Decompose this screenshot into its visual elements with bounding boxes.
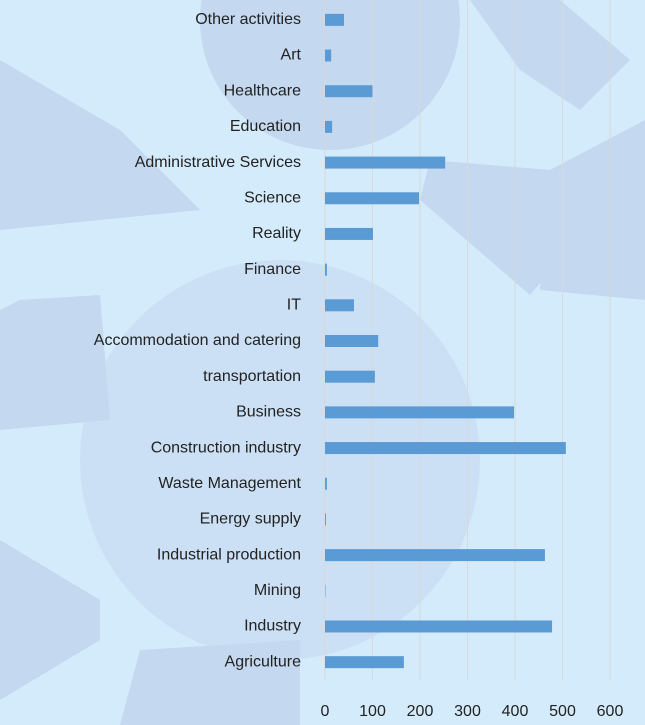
y-tick-label: Other activities (195, 11, 301, 28)
x-tick-label: 300 (454, 703, 481, 720)
y-tick-label: transportation (203, 368, 301, 385)
x-tick-label: 500 (549, 703, 576, 720)
bar (325, 478, 327, 490)
bar (325, 620, 552, 632)
bar (325, 299, 354, 311)
bar (325, 549, 545, 561)
y-tick-label: Finance (244, 261, 301, 278)
bar (325, 442, 566, 454)
y-tick-label: Administrative Services (135, 154, 301, 171)
y-tick-label: Mining (254, 582, 301, 599)
y-tick-label: Business (236, 404, 301, 421)
x-tick-label: 200 (407, 703, 434, 720)
y-tick-label: Accommodation and catering (94, 332, 301, 349)
x-tick-label: 0 (321, 703, 330, 720)
x-tick-label: 400 (502, 703, 529, 720)
y-tick-label: Reality (252, 225, 301, 242)
bar (325, 121, 332, 133)
y-tick-label: Industrial production (157, 546, 301, 563)
y-tick-label: Waste Management (158, 475, 301, 492)
bar (325, 228, 373, 240)
y-tick-label: Education (230, 118, 301, 135)
x-tick-label: 600 (597, 703, 624, 720)
y-tick-label: Science (244, 189, 301, 206)
bar (325, 50, 331, 62)
y-tick-label: Industry (244, 618, 301, 635)
bar (325, 371, 375, 383)
x-tick-label: 100 (359, 703, 386, 720)
bar (325, 406, 514, 418)
bar (325, 85, 373, 97)
y-tick-label: IT (287, 297, 301, 314)
y-tick-label: Art (281, 47, 302, 64)
bar (325, 14, 344, 26)
y-tick-label: Healthcare (224, 82, 301, 99)
bar (325, 656, 404, 668)
y-tick-label: Agriculture (225, 653, 302, 670)
bar (325, 264, 327, 276)
chart: 0 100 200 300 400 500 600 Other activities Art He… (0, 0, 645, 725)
y-tick-label: Construction industry (151, 439, 301, 456)
y-tick-label: Energy supply (200, 511, 301, 528)
bar (325, 513, 326, 525)
bar (325, 157, 445, 169)
bar (325, 335, 378, 347)
bar (325, 192, 419, 204)
